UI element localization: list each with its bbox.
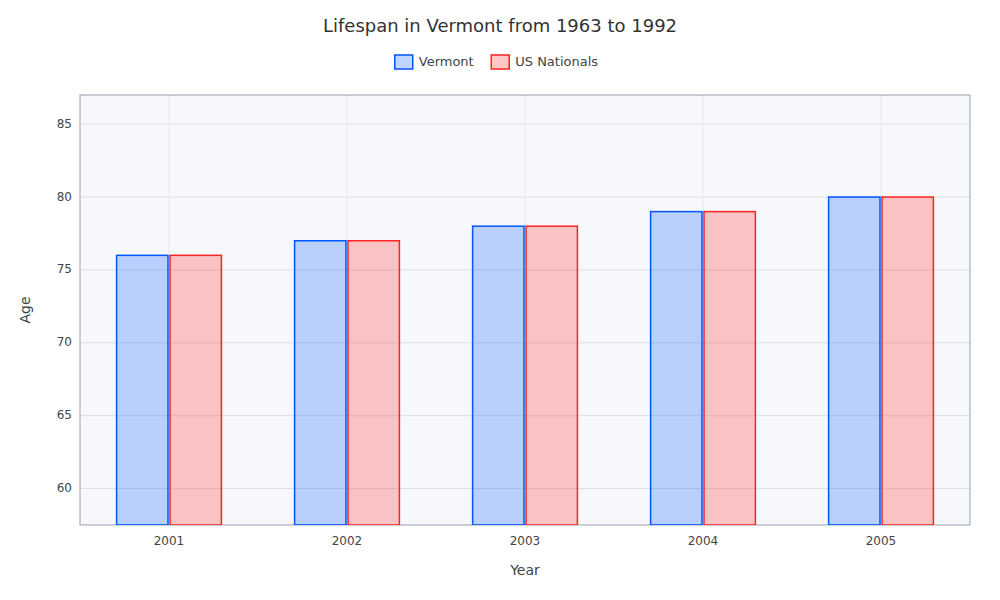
- bar: [704, 212, 755, 525]
- bar: [348, 241, 399, 525]
- x-tick-label: 2003: [510, 534, 541, 548]
- y-tick-label: 80: [57, 190, 72, 204]
- title: Lifespan in Vermont from 1963 to 1992: [323, 15, 677, 36]
- legend-label: Vermont: [419, 54, 474, 69]
- bar: [829, 197, 880, 525]
- bar: [882, 197, 933, 525]
- y-axis-label: Age: [17, 296, 33, 323]
- legend-label: US Nationals: [515, 54, 598, 69]
- x-axis-label: Year: [509, 562, 540, 578]
- y-tick-label: 75: [57, 262, 72, 276]
- x-tick-label: 2004: [688, 534, 719, 548]
- bar: [651, 212, 702, 525]
- legend-swatch: [395, 55, 413, 69]
- plot-background: [80, 95, 970, 525]
- chart: 60 65 70 75 80 85 2001 2002 2003 2004 2005 Year Age L…: [0, 0, 1000, 600]
- x-tick-label: 2005: [866, 534, 897, 548]
- y-tick-label: 85: [57, 117, 72, 131]
- legend-swatch: [491, 55, 509, 69]
- y-tick-label: 60: [57, 481, 72, 495]
- bar: [117, 255, 168, 525]
- legend: Vermont US Nationals: [395, 54, 599, 70]
- bar: [526, 226, 577, 525]
- bar: [170, 255, 221, 525]
- bars: [117, 197, 934, 525]
- y-tick-label: 65: [57, 408, 72, 422]
- plot-frame: [80, 95, 970, 525]
- x-tick-label: 2002: [332, 534, 363, 548]
- bar: [295, 241, 346, 525]
- bar: [473, 226, 524, 525]
- y-tick-label: 70: [57, 335, 72, 349]
- x-tick-label: 2001: [154, 534, 185, 548]
